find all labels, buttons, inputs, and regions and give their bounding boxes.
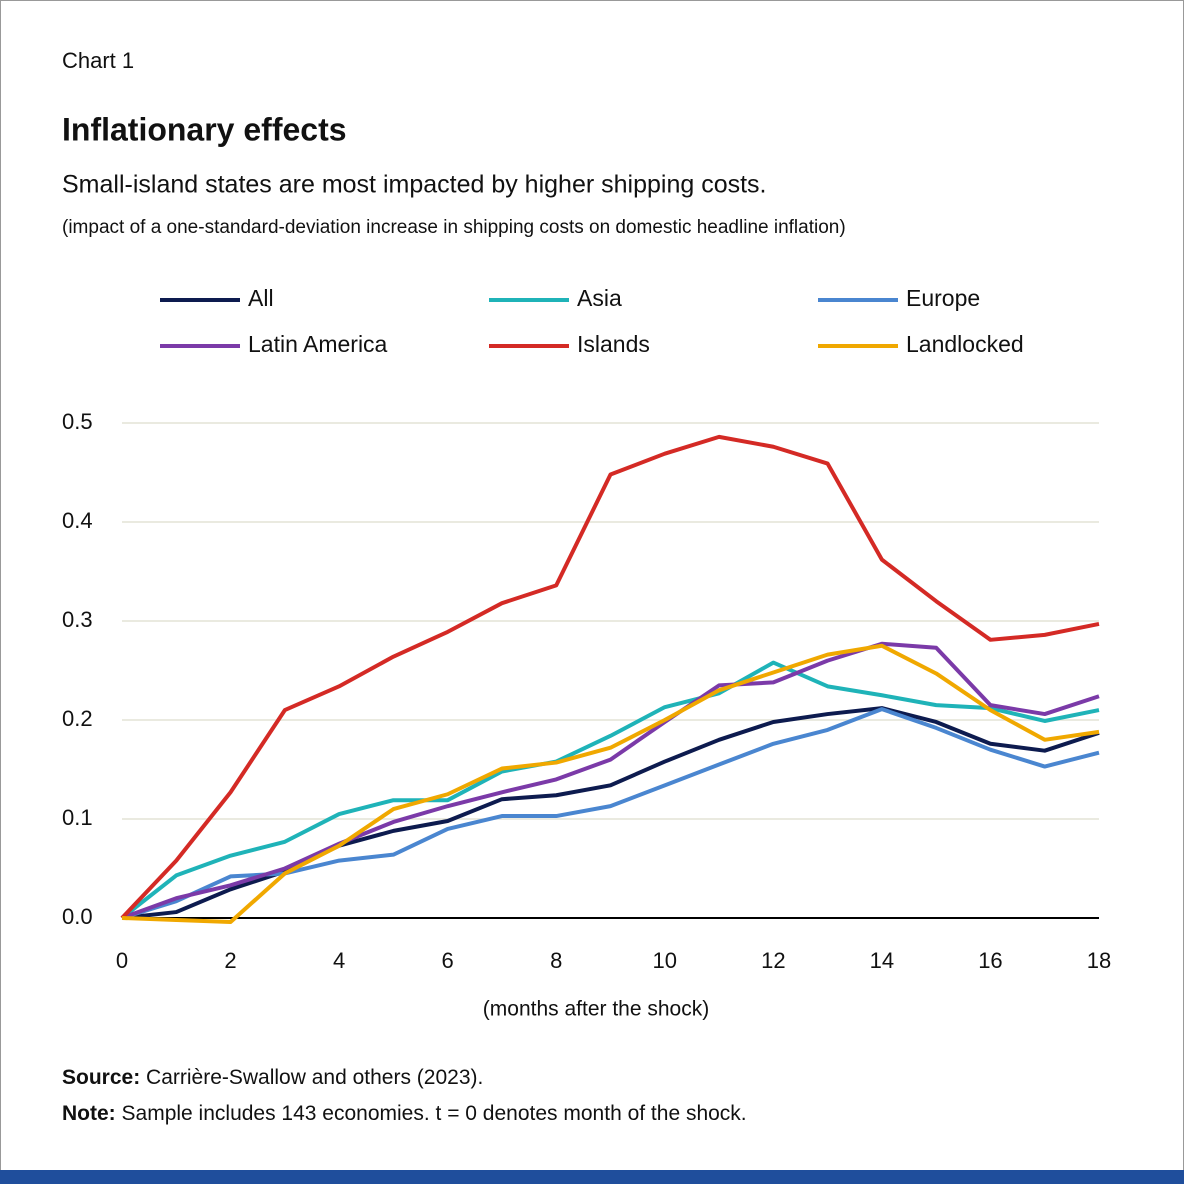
- x-tick-label: 0: [116, 948, 128, 973]
- source: Source: Carrière-Swallow and others (202…: [62, 1066, 483, 1089]
- note-text: Sample includes 143 economies. t = 0 den…: [122, 1102, 747, 1125]
- note-label: Note:: [62, 1102, 116, 1125]
- legend-label: Latin America: [248, 331, 388, 357]
- y-tick-label: 0.4: [62, 508, 93, 533]
- y-tick-label: 0.0: [62, 904, 93, 929]
- footer-bar: [0, 1170, 1184, 1184]
- legend-label: All: [248, 285, 274, 311]
- legend-label: Islands: [577, 331, 650, 357]
- legend-label: Landlocked: [906, 331, 1024, 357]
- y-tick-label: 0.3: [62, 607, 93, 632]
- y-tick-label: 0.5: [62, 409, 93, 434]
- kicker: Chart 1: [62, 48, 134, 73]
- legend-label: Asia: [577, 285, 622, 311]
- source-label: Source:: [62, 1066, 140, 1089]
- x-tick-label: 12: [761, 948, 785, 973]
- x-tick-label: 14: [870, 948, 894, 973]
- note: Note: Sample includes 143 economies. t =…: [62, 1102, 747, 1125]
- x-tick-label: 4: [333, 948, 345, 973]
- series-line: [120, 434, 1100, 920]
- series-line: [121, 643, 1100, 924]
- series-line: [121, 641, 1100, 920]
- x-tick-label: 16: [978, 948, 1002, 973]
- x-tick-label: 8: [550, 948, 562, 973]
- x-axis-label: (months after the shock): [483, 998, 709, 1021]
- x-tick-label: 6: [442, 948, 454, 973]
- x-tick-label: 2: [224, 948, 236, 973]
- series-line: [120, 660, 1100, 920]
- legend-label: Europe: [906, 285, 980, 311]
- y-tick-label: 0.2: [62, 706, 93, 731]
- x-tick-label: 18: [1087, 948, 1111, 973]
- source-text: Carrière-Swallow and others (2023).: [146, 1066, 483, 1089]
- x-tick-label: 10: [653, 948, 677, 973]
- y-tick-label: 0.1: [62, 805, 93, 830]
- subtitle-note: (impact of a one-standard-deviation incr…: [62, 217, 846, 238]
- subtitle: Small-island states are most impacted by…: [62, 171, 767, 199]
- chart-title: Inflationary effects: [62, 111, 347, 147]
